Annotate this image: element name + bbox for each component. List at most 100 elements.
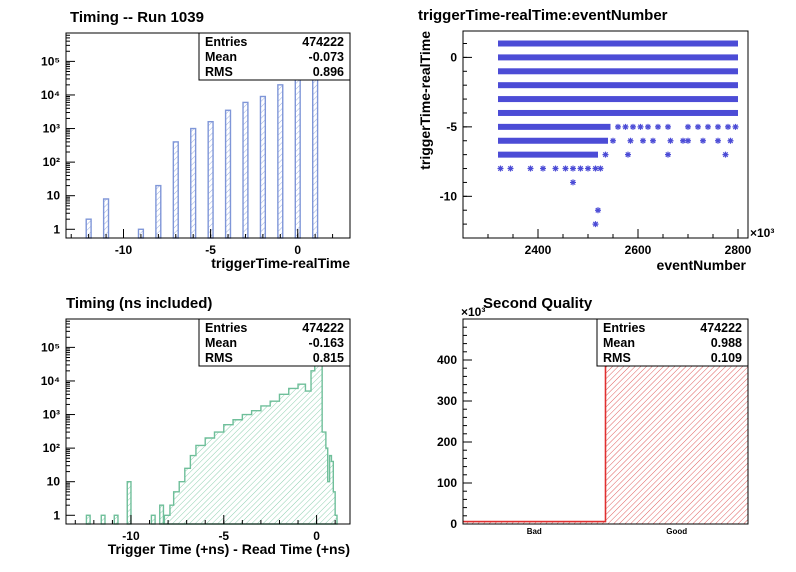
scatter-point bbox=[552, 165, 559, 172]
scatter-band bbox=[498, 151, 598, 158]
stats-entries-label: Entries bbox=[603, 321, 645, 335]
histogram-bar bbox=[312, 68, 319, 239]
histogram-bar bbox=[172, 141, 179, 239]
histogram-bin bbox=[150, 514, 156, 525]
y-tick-label: 1 bbox=[53, 222, 60, 236]
scatter-point bbox=[715, 123, 721, 130]
y-tick-label: 300 bbox=[437, 394, 457, 408]
axis-ticks: 0 -5 -10 2400 2600 2800 bbox=[440, 43, 752, 257]
x-tick-label: -5 bbox=[218, 529, 229, 543]
scatter-point bbox=[630, 123, 636, 130]
scatter-point bbox=[685, 123, 691, 130]
x-category-label: Good bbox=[666, 527, 687, 536]
stats-rms-label: RMS bbox=[603, 351, 631, 365]
scatter-point bbox=[705, 123, 711, 130]
stats-rms-value: 0.815 bbox=[313, 351, 344, 365]
stats-box: Entries 474222 Mean -0.163 RMS 0.815 bbox=[198, 318, 351, 367]
stats-mean-value: -0.163 bbox=[309, 336, 344, 350]
scatter-point bbox=[627, 137, 634, 144]
scatter-point bbox=[695, 123, 701, 130]
histogram-bin bbox=[126, 481, 132, 525]
scatter-point bbox=[570, 179, 576, 186]
x-axis-label: eventNumber bbox=[657, 257, 747, 273]
scatter-point bbox=[597, 165, 604, 172]
y-tick-label: 10² bbox=[43, 155, 60, 169]
scatter-point bbox=[667, 137, 674, 144]
x-axis-label: Trigger Time (+ns) - Read Time (+ns) bbox=[108, 541, 350, 557]
scatter-band bbox=[498, 82, 738, 89]
y-axis-multiplier: ×10³ bbox=[461, 305, 485, 319]
scatter-point bbox=[727, 137, 734, 144]
x-tick-label: 0 bbox=[313, 529, 320, 543]
y-tick-label: -10 bbox=[440, 189, 458, 203]
histogram-bar bbox=[102, 198, 110, 239]
stats-rms-value: 0.896 bbox=[313, 65, 344, 79]
plot-area bbox=[85, 323, 338, 525]
scatter-point bbox=[665, 151, 671, 158]
scatter-point bbox=[625, 151, 631, 158]
stats-entries-value: 474222 bbox=[302, 321, 344, 335]
histogram-bin bbox=[85, 514, 91, 525]
y-tick-label: 1 bbox=[53, 508, 60, 522]
y-tick-label: 0 bbox=[450, 517, 457, 531]
y-tick-label: 10 bbox=[47, 475, 61, 489]
histogram-bar bbox=[155, 184, 162, 239]
scatter-point bbox=[655, 123, 661, 130]
histogram-bar bbox=[190, 127, 197, 239]
chart-timing-ns: Timing (ns included) 1 10 10² 10³ 10⁴ 10⁵ -10 -… bbox=[41, 295, 351, 557]
scatter-band bbox=[498, 137, 608, 144]
stats-mean-value: 0.988 bbox=[711, 336, 742, 350]
stats-entries-label: Entries bbox=[205, 35, 247, 49]
scatter-point bbox=[637, 123, 644, 130]
x-tick-label: 2600 bbox=[625, 243, 652, 257]
chart-title: Second Quality bbox=[483, 295, 593, 312]
y-tick-label: 10⁵ bbox=[41, 340, 60, 354]
x-tick-label: 2800 bbox=[725, 243, 752, 257]
x-tick-label: 2400 bbox=[525, 243, 552, 257]
y-tick-label: 10⁵ bbox=[41, 54, 60, 68]
stats-entries-value: 474222 bbox=[700, 321, 742, 335]
histogram-area bbox=[163, 323, 338, 525]
scatter-point bbox=[715, 137, 721, 144]
scatter-point bbox=[592, 221, 599, 228]
scatter-point bbox=[725, 123, 731, 130]
scatter-band bbox=[498, 40, 738, 47]
axis-ticks: 1 10 10² 10³ 10⁴ 10⁵ -10 -5 0 bbox=[41, 318, 336, 543]
stats-box: Entries 474222 Mean -0.073 RMS 0.896 bbox=[198, 32, 351, 81]
x-axis-multiplier: ×10³ bbox=[750, 226, 774, 240]
scatter-band bbox=[498, 109, 738, 116]
scatter-point bbox=[640, 137, 646, 144]
x-tick-label: -5 bbox=[205, 243, 216, 257]
chart-title: Timing (ns included) bbox=[66, 295, 212, 312]
scatter-point bbox=[610, 137, 616, 144]
histogram-bar bbox=[224, 109, 232, 239]
scatter-point bbox=[595, 207, 601, 214]
stats-mean-value: -0.073 bbox=[309, 50, 344, 64]
scatter-point bbox=[645, 123, 651, 130]
y-tick-label: 10² bbox=[43, 441, 60, 455]
stats-entries-label: Entries bbox=[205, 321, 247, 335]
scatter-point bbox=[680, 137, 686, 144]
x-category-label: Bad bbox=[527, 527, 542, 536]
scatter-point bbox=[615, 123, 621, 130]
scatter-band bbox=[498, 96, 738, 103]
plot-frame bbox=[462, 30, 749, 239]
y-tick-label: 10 bbox=[47, 189, 61, 203]
x-tick-label: -10 bbox=[115, 243, 133, 257]
plot-area bbox=[497, 40, 739, 228]
plot-area bbox=[85, 37, 319, 239]
scatter-point bbox=[650, 137, 656, 144]
x-tick-label: -10 bbox=[122, 529, 140, 543]
stats-rms-label: RMS bbox=[205, 351, 233, 365]
scatter-band bbox=[498, 68, 738, 75]
chart-second-quality: Second Quality 0 100 200 300 400 Bad Good ×10³… bbox=[437, 295, 749, 536]
chart-trigger-vs-event: triggerTime-realTime:eventNumber 0 -5 -10 2… bbox=[417, 7, 774, 273]
scatter-point bbox=[507, 165, 514, 172]
scatter-band bbox=[498, 54, 738, 61]
chart-title: triggerTime-realTime:eventNumber bbox=[418, 7, 668, 24]
scatter-point bbox=[585, 165, 591, 172]
histogram-bin bbox=[100, 514, 106, 525]
scatter-point bbox=[722, 151, 729, 158]
y-tick-label: 200 bbox=[437, 435, 457, 449]
histogram-bin bbox=[113, 514, 119, 525]
